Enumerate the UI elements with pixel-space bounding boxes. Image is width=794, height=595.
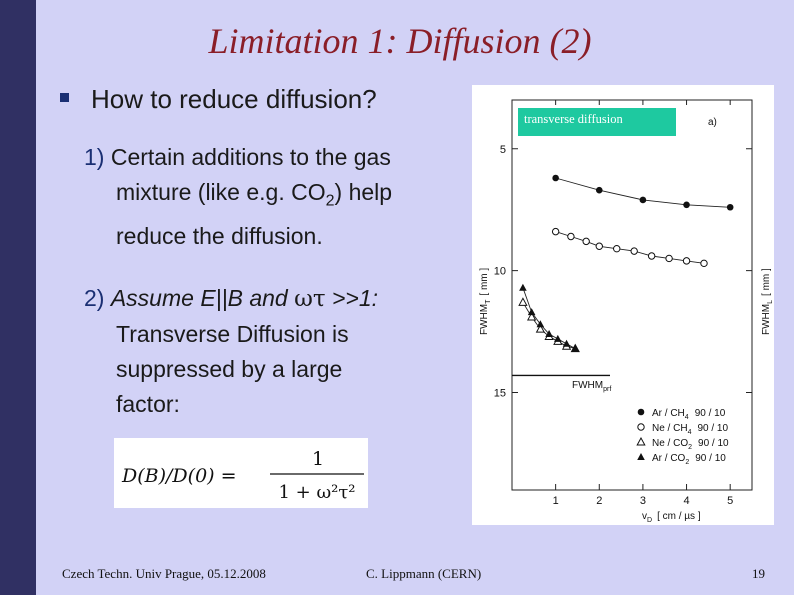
item-1-line-2-text: mixture (like e.g. CO — [116, 179, 326, 205]
data-point — [613, 244, 621, 253]
data-point — [545, 330, 553, 337]
left-accent-bar — [0, 0, 36, 595]
prf-label: FWHMprf — [572, 380, 611, 393]
y-axis-label-left: FWHMT [ mm ] — [479, 268, 492, 335]
legend-entry: Ne / CO2 90 / 10 — [652, 438, 729, 451]
data-point — [683, 201, 690, 209]
item-1-line-2: mixture (like e.g. CO2) help — [84, 175, 392, 219]
data-point — [535, 324, 546, 333]
data-point — [562, 339, 571, 347]
item-2-line-1: Assume E||B and — [110, 285, 295, 311]
numbered-item-1: 1) Certain additions to the gas mixture … — [84, 140, 392, 254]
x-axis-ticks: 1 2 3 4 5 — [553, 100, 733, 507]
item-1-line-3: reduce the diffusion. — [116, 222, 323, 249]
data-point — [700, 259, 708, 268]
data-point — [554, 334, 562, 342]
legend: Ar / CH4 90 / 10 Ne / CH4 90 / 10 Ne / CO2 90… — [636, 408, 729, 466]
item-2-line-2: Transverse Diffusion is — [116, 321, 349, 347]
y-label-left-unit: [ mm ] — [479, 268, 490, 296]
item-1-line-1: Certain additions to the gas — [110, 144, 391, 170]
x-tick-label: 5 — [727, 495, 733, 507]
data-points — [518, 174, 734, 353]
formula-lhs: D(B)/D(0) = — [121, 465, 237, 487]
data-point — [595, 186, 603, 194]
plot-frame — [511, 99, 753, 491]
data-point — [665, 254, 673, 263]
item-1-number: 1) — [84, 144, 105, 170]
bullet-square-icon — [60, 93, 69, 102]
prf-label-text: FWHM — [572, 380, 603, 391]
y-label-right-sub: L — [767, 300, 774, 304]
x-tick-label: 3 — [640, 495, 646, 507]
numbered-item-2: 2) Assume E||B and ωτ >>1: Transverse Di… — [84, 281, 378, 422]
data-point — [567, 232, 575, 241]
data-point — [527, 308, 536, 316]
item-1-line-2-subscript: 2 — [325, 192, 335, 210]
legend-entry: Ne / CH4 90 / 10 — [652, 423, 728, 436]
omega-tau-symbol: ωτ — [294, 286, 326, 312]
data-point — [519, 283, 527, 291]
y-axis-ticks: 15 10 5 — [494, 144, 752, 400]
x-label-text: v — [642, 511, 647, 522]
x-tick-label: 2 — [596, 495, 602, 507]
legend-marker — [637, 423, 645, 431]
bullet-item: How to reduce diffusion? — [60, 84, 377, 115]
item-2-number: 2) — [84, 285, 105, 311]
item-2-line-3: suppressed by a large — [116, 356, 343, 382]
data-point — [682, 257, 691, 265]
data-point — [551, 227, 560, 236]
formula-numerator: 1 — [312, 448, 324, 470]
y-tick-label: 15 — [494, 388, 506, 400]
y-label-right-unit: [ mm ] — [761, 268, 772, 296]
transverse-diffusion-badge: transverse diffusion — [518, 108, 676, 136]
item-2-line-4: factor: — [116, 391, 180, 417]
formula-svg: D(B)/D(0) = 1 1 + ω²τ² — [121, 448, 364, 503]
item-2-line-1-tail: >>1: — [325, 285, 379, 311]
legend-entry: Ar / CH4 90 / 10 — [652, 408, 726, 421]
data-point — [571, 344, 580, 352]
item-1-line-2-tail: ) help — [334, 179, 393, 205]
y-label-left-sub: T — [485, 299, 492, 304]
data-point — [518, 297, 528, 306]
footer-venue: Czech Techn. Univ Prague, 05.12.2008 — [62, 566, 266, 581]
x-axis-label: vD [ cm / µs ] — [642, 511, 701, 524]
data-point — [526, 311, 537, 321]
y-tick-label: 10 — [494, 266, 506, 278]
fit-curves — [522, 177, 731, 350]
data-point — [595, 242, 603, 250]
prf-label-sub: prf — [603, 386, 611, 393]
y-axis-label-right: FWHML [ mm ] — [761, 268, 774, 335]
y-tick-label: 5 — [500, 144, 506, 156]
formula-box: D(B)/D(0) = 1 1 + ω²τ² — [114, 438, 368, 508]
y-label-left-text: FWHM — [479, 304, 490, 335]
bullet-text: How to reduce diffusion? — [91, 84, 377, 114]
x-label-sub: D — [647, 517, 652, 524]
data-point — [647, 252, 656, 260]
data-point — [582, 237, 590, 246]
legend-marker — [637, 408, 645, 416]
panel-label: a) — [708, 117, 717, 128]
data-point — [630, 247, 638, 255]
formula-denominator: 1 + ω²τ² — [278, 482, 355, 503]
y-label-right-text: FWHM — [761, 304, 772, 335]
data-point — [552, 174, 559, 182]
slide-title: Limitation 1: Diffusion (2) — [208, 21, 592, 61]
footer-author: C. Lippmann (CERN) — [366, 566, 482, 581]
x-tick-label: 4 — [683, 495, 689, 507]
data-point — [639, 196, 647, 204]
page-number: 19 — [752, 566, 765, 581]
x-tick-label: 1 — [553, 495, 559, 507]
legend-marker — [637, 453, 645, 460]
data-point — [726, 203, 734, 211]
data-point — [536, 320, 545, 328]
legend-marker — [636, 436, 646, 446]
x-label-unit: [ cm / µs ] — [657, 511, 701, 522]
legend-entry: Ar / CO2 90 / 10 — [652, 453, 726, 466]
series-curve — [555, 231, 705, 264]
